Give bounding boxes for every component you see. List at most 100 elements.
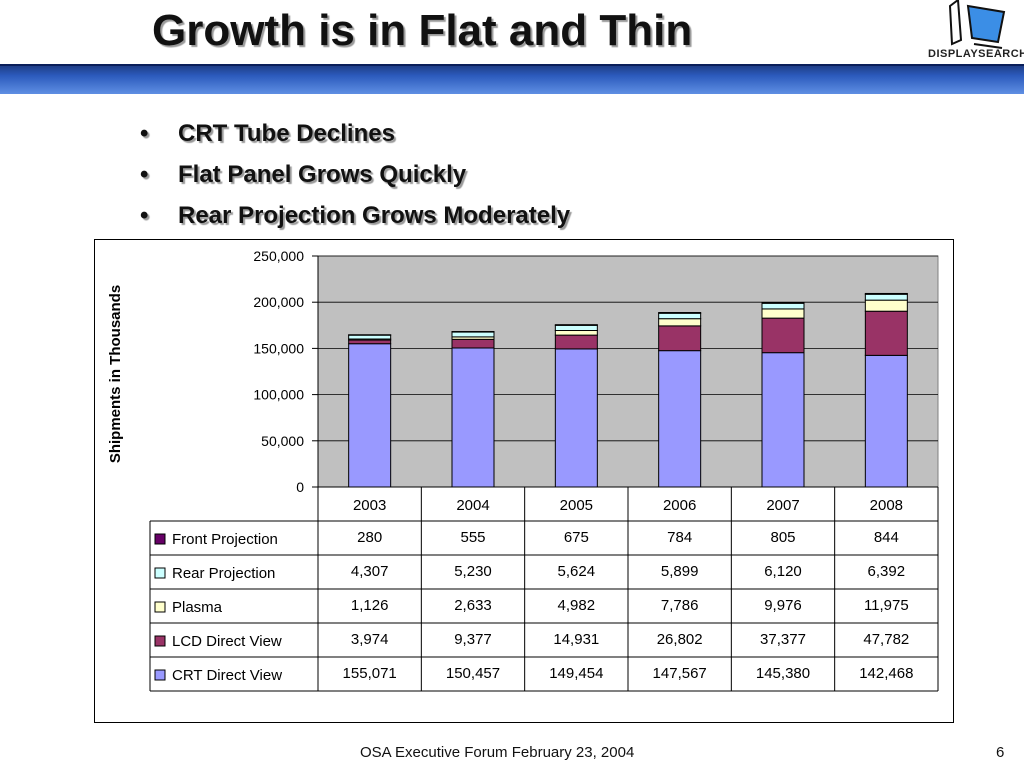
data-label: 37,377	[760, 631, 806, 648]
bar-segment	[554, 330, 598, 336]
bar-segment	[554, 348, 598, 488]
y-tick-label: 100,000	[253, 387, 304, 403]
data-label: 555	[460, 529, 485, 546]
bar-segment	[761, 317, 805, 354]
bullet-glyph: •	[140, 120, 149, 147]
bar-segment	[864, 293, 908, 301]
header-rule	[0, 64, 1024, 66]
page-number: 6	[996, 744, 1005, 761]
footer-text: OSA Executive Forum February 23, 2004	[360, 744, 635, 761]
slide-title: Growth is in Flat and Thin	[152, 6, 693, 55]
logo-text: DISPLAYSEARCH	[928, 48, 1024, 60]
bar-segment	[348, 339, 392, 345]
data-label: 5,230	[454, 563, 492, 580]
bar-segment	[554, 324, 598, 332]
bar-segment	[348, 343, 392, 488]
y-tick-label: 50,000	[261, 433, 304, 449]
data-label: 9,976	[764, 597, 802, 614]
bullet-text: CRT Tube Declines	[178, 120, 395, 147]
bar-segment	[864, 292, 908, 295]
data-label: 150,457	[446, 665, 500, 682]
y-axis-label: Shipments in Thousands	[107, 285, 124, 463]
data-label: 6,120	[764, 563, 802, 580]
x-tick-label: 2008	[870, 497, 903, 514]
bar-segment	[348, 334, 392, 336]
bar-segment	[761, 302, 805, 304]
data-label: 147,567	[653, 665, 707, 682]
y-tick-label: 200,000	[253, 294, 304, 310]
bullet-item: • CRT Tube Declines	[140, 116, 570, 157]
bullet-item: • Flat Panel Grows Quickly	[140, 157, 570, 198]
data-label: 4,307	[351, 563, 389, 580]
data-label: 26,802	[657, 631, 703, 648]
legend-label: LCD Direct View	[172, 633, 282, 650]
y-tick-label: 150,000	[253, 340, 304, 356]
bar-segment	[554, 334, 598, 350]
data-label: 844	[874, 529, 899, 546]
data-label: 3,974	[351, 631, 389, 648]
bar-segment	[658, 312, 702, 314]
x-tick-label: 2004	[456, 497, 489, 514]
x-tick-label: 2005	[560, 497, 593, 514]
data-label: 149,454	[549, 665, 603, 682]
data-label: 4,982	[558, 597, 596, 614]
data-label: 5,624	[558, 563, 596, 580]
bar-segment	[658, 318, 702, 327]
data-label: 784	[667, 529, 692, 546]
legend-swatch	[154, 567, 166, 579]
data-label: 675	[564, 529, 589, 546]
bullet-list: • CRT Tube Declines • Flat Panel Grows Qui…	[140, 116, 570, 239]
bullet-glyph: •	[140, 161, 149, 188]
displaysearch-logo: DISPLAYSEARCH	[928, 0, 1024, 66]
y-tick-label: 0	[296, 479, 304, 495]
bar-segment	[451, 347, 495, 488]
legend-label: CRT Direct View	[172, 667, 282, 684]
bar-segment	[658, 325, 702, 352]
data-label: 155,071	[343, 665, 397, 682]
header-band	[0, 66, 1024, 94]
data-label: 9,377	[454, 631, 492, 648]
bullet-text: Flat Panel Grows Quickly	[178, 161, 467, 188]
data-label: 11,975	[864, 597, 909, 614]
bullet-text: Rear Projection Grows Moderately	[178, 202, 571, 229]
bar-segment	[451, 331, 495, 333]
data-label: 7,786	[661, 597, 699, 614]
y-tick-label: 250,000	[253, 248, 304, 264]
bar-segment	[451, 331, 495, 338]
bar-segment	[554, 324, 598, 326]
bar-segment	[864, 310, 908, 356]
bar-segment	[761, 308, 805, 319]
legend-swatch	[154, 669, 166, 681]
x-tick-label: 2007	[766, 497, 799, 514]
x-tick-label: 2003	[353, 497, 386, 514]
legend-swatch	[154, 601, 166, 613]
legend-label: Plasma	[172, 599, 223, 616]
legend-label: Front Projection	[172, 531, 278, 548]
bar-segment	[761, 352, 805, 488]
bar-segment	[761, 302, 805, 310]
bar-segment	[658, 350, 702, 488]
x-tick-label: 2006	[663, 497, 696, 514]
data-label: 1,126	[351, 597, 389, 614]
legend-swatch	[154, 635, 166, 647]
data-label: 47,782	[863, 631, 909, 648]
bullet-item: • Rear Projection Grows Moderately	[140, 198, 570, 239]
bar-segment	[864, 354, 908, 488]
data-label: 142,468	[859, 665, 913, 682]
logo-mark-icon	[948, 0, 1006, 49]
legend-label: Rear Projection	[172, 565, 275, 582]
bullet-glyph: •	[140, 202, 149, 229]
data-label: 145,380	[756, 665, 810, 682]
bar-segment	[451, 338, 495, 349]
bar-segment	[658, 312, 702, 320]
plot-area	[317, 255, 939, 488]
data-label: 14,931	[553, 631, 599, 648]
data-label: 280	[357, 529, 382, 546]
data-label: 2,633	[454, 597, 492, 614]
data-label: 805	[770, 529, 795, 546]
legend-swatch	[154, 533, 166, 545]
bar-segment	[864, 299, 908, 312]
data-label: 6,392	[868, 563, 906, 580]
data-label: 5,899	[661, 563, 699, 580]
